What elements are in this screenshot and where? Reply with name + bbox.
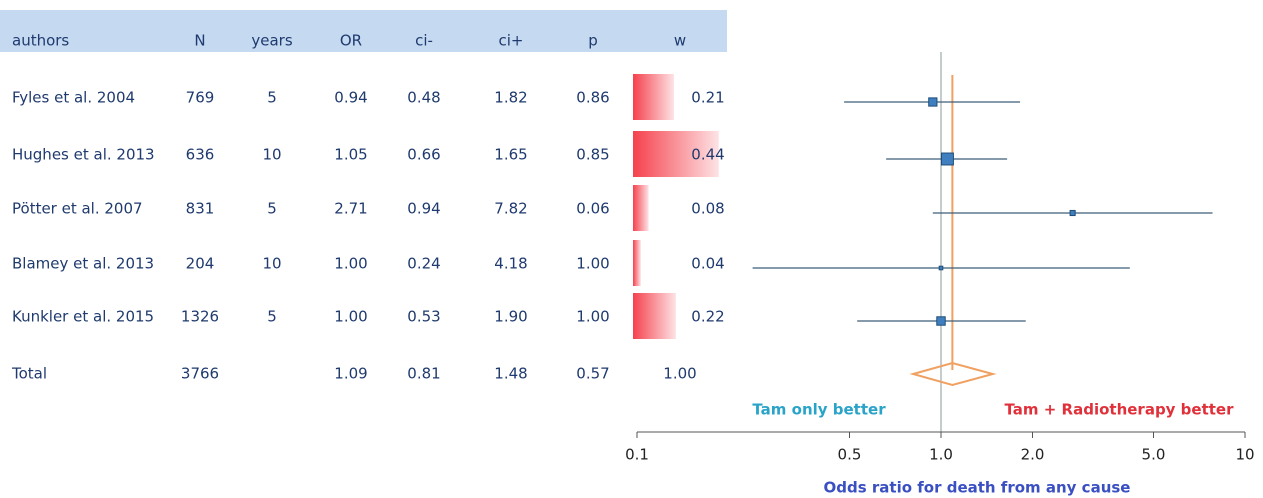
table-cell: 10 <box>262 146 281 164</box>
table-cell: 1.05 <box>334 146 367 164</box>
table-cell: Kunkler et al. 2015 <box>12 308 154 326</box>
column-header: years <box>251 32 292 50</box>
table-cell: 0.24 <box>407 255 440 273</box>
table-cell: 0.44 <box>691 146 724 164</box>
table-cell: 1.00 <box>334 308 367 326</box>
table-cell: 0.86 <box>576 89 609 107</box>
column-header: authors <box>12 32 69 50</box>
x-tick-label: 0.1 <box>625 446 649 464</box>
x-tick-label: 10 <box>1235 446 1254 464</box>
table-cell: Blamey et al. 2013 <box>12 255 154 273</box>
table-cell: 0.66 <box>407 146 440 164</box>
table-cell: Fyles et al. 2004 <box>12 89 135 107</box>
column-header: p <box>588 32 598 50</box>
x-tick-label: 1.0 <box>929 446 953 464</box>
column-header: ci- <box>415 32 433 50</box>
table-cell: 4.18 <box>494 255 527 273</box>
x-tick-label: 0.5 <box>838 446 862 464</box>
table-cell: 5 <box>267 89 277 107</box>
table-cell: 0.81 <box>407 365 440 383</box>
x-tick-label: 2.0 <box>1021 446 1045 464</box>
weight-bar <box>633 185 649 231</box>
or-marker <box>940 152 954 166</box>
table-cell: 0.53 <box>407 308 440 326</box>
annotation: Tam only better <box>752 401 886 419</box>
table-cell: 3766 <box>181 365 219 383</box>
table-cell: 1.48 <box>494 365 527 383</box>
weight-bar <box>633 240 641 286</box>
header-band <box>0 10 727 52</box>
table-cell: 1.00 <box>576 255 609 273</box>
column-header: OR <box>340 32 362 50</box>
table-cell: 1.00 <box>576 308 609 326</box>
table-cell: 5 <box>267 308 277 326</box>
table-cell: 5 <box>267 200 277 218</box>
annotation: Tam + Radiotherapy better <box>1004 401 1234 419</box>
table-cell: 0.22 <box>691 308 724 326</box>
table-cell: 1.09 <box>334 365 367 383</box>
column-header: ci+ <box>499 32 524 50</box>
table-cell: 831 <box>186 200 215 218</box>
or-marker <box>936 316 946 326</box>
table-cell: 769 <box>186 89 215 107</box>
table-cell: 0.04 <box>691 255 724 273</box>
table-cell: 1.65 <box>494 146 527 164</box>
table-cell: 7.82 <box>494 200 527 218</box>
pooled-diamond <box>909 361 997 387</box>
or-marker <box>1069 209 1076 217</box>
column-header: N <box>194 32 205 50</box>
table-cell: 0.08 <box>691 200 724 218</box>
table-cell: 0.21 <box>691 89 724 107</box>
column-header: w <box>674 32 686 50</box>
x-axis-label: Odds ratio for death from any cause <box>824 479 1131 497</box>
table-cell: 1.82 <box>494 89 527 107</box>
table-cell: 0.57 <box>576 365 609 383</box>
or-marker <box>938 265 944 271</box>
weight-bar <box>633 293 676 339</box>
table-cell: 10 <box>262 255 281 273</box>
table-cell: 0.94 <box>334 89 367 107</box>
weight-bar <box>633 131 719 177</box>
table-cell: 1.00 <box>334 255 367 273</box>
table-cell: 2.71 <box>334 200 367 218</box>
table-cell: 0.85 <box>576 146 609 164</box>
table-cell: Hughes et al. 2013 <box>12 146 155 164</box>
table-cell: Pötter et al. 2007 <box>12 200 143 218</box>
table-cell: 1.90 <box>494 308 527 326</box>
table-cell: 204 <box>186 255 215 273</box>
weight-bar <box>633 74 674 120</box>
table-cell: 0.06 <box>576 200 609 218</box>
table-cell: 0.48 <box>407 89 440 107</box>
table-cell: 0.94 <box>407 200 440 218</box>
table-cell: 636 <box>186 146 215 164</box>
table-cell: 1326 <box>181 308 219 326</box>
table-cell: Total <box>11 365 47 383</box>
or-marker <box>928 97 938 107</box>
x-tick-label: 5.0 <box>1142 446 1166 464</box>
table-cell: 1.00 <box>663 365 696 383</box>
